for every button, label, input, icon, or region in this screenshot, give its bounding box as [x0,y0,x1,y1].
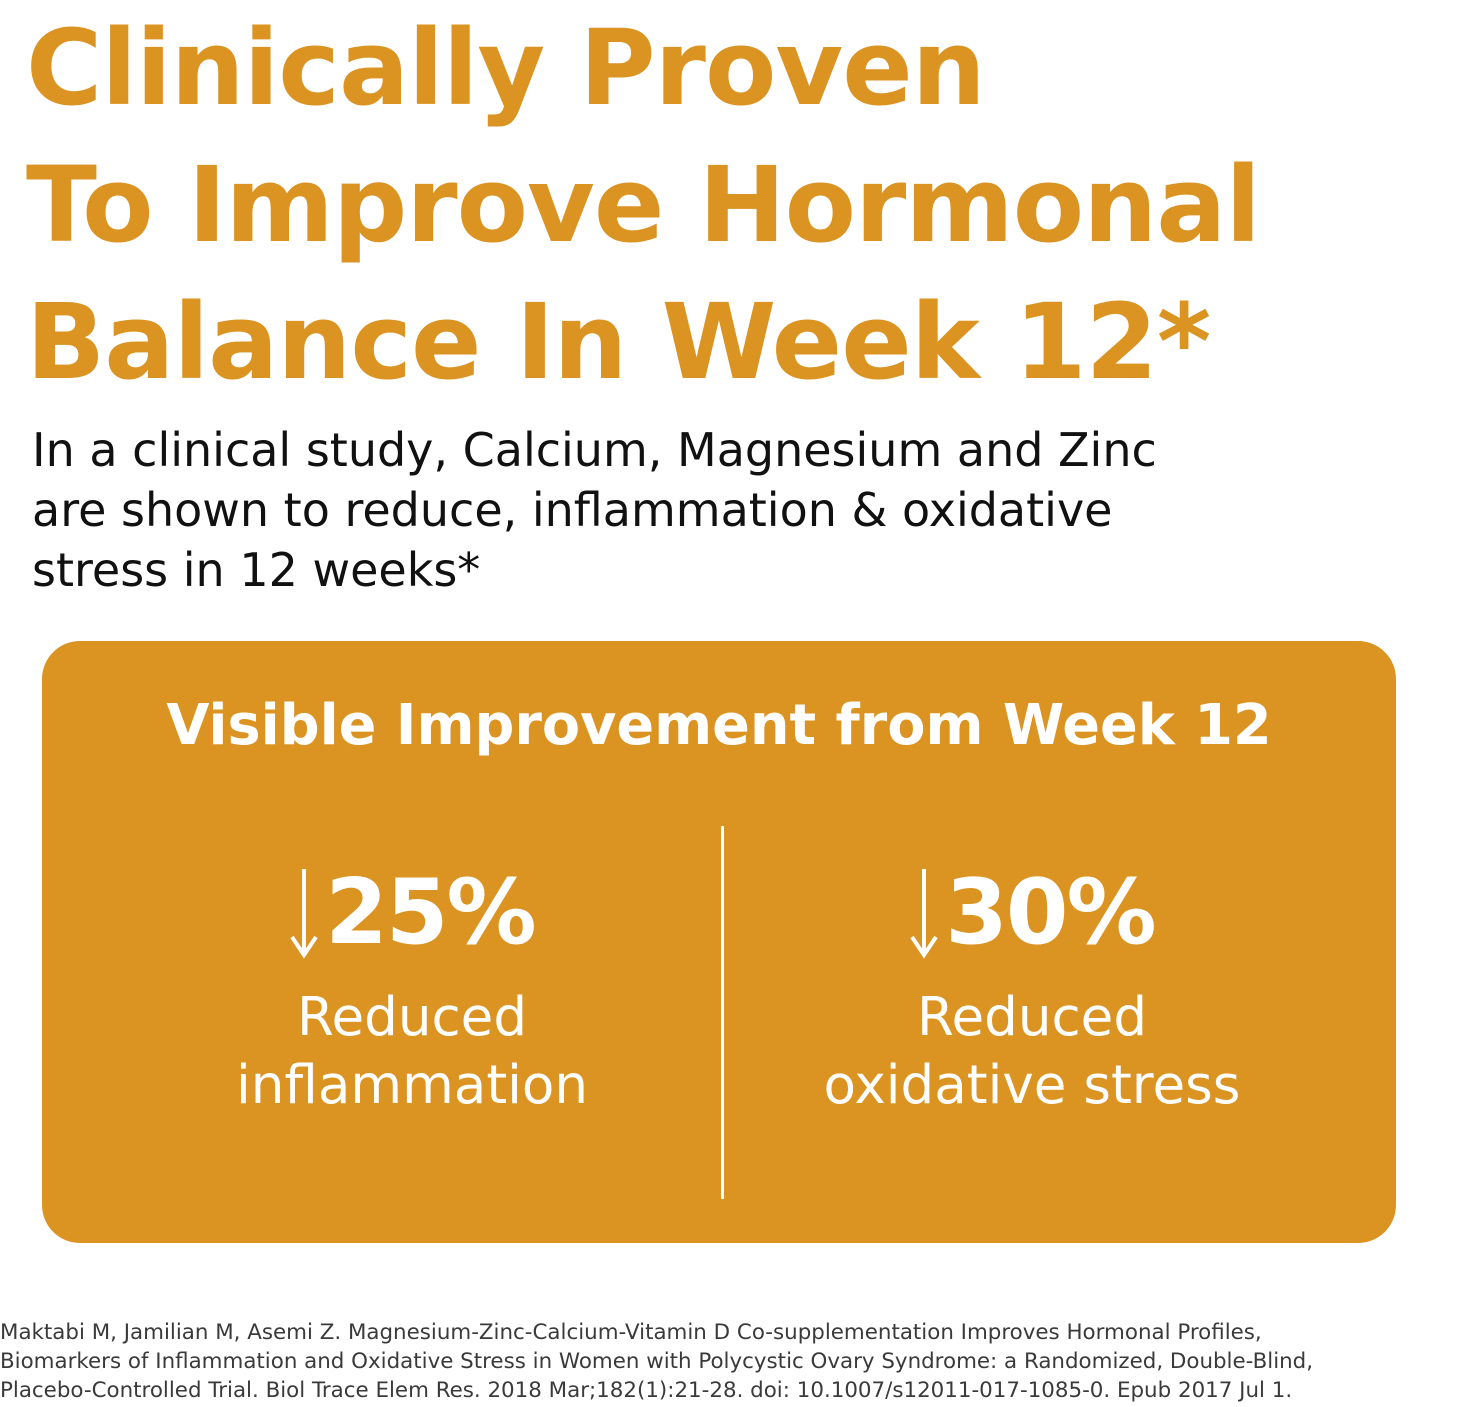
down-arrow-icon [290,869,318,959]
stat-value: 25% [325,860,536,965]
stat-label: Reduced inflammation [112,983,712,1119]
stat-label-line: Reduced [916,986,1148,1048]
stat-label: Reduced oxidative stress [732,983,1332,1119]
citation-line: Biomarkers of Inflammation and Oxidative… [0,1349,1314,1374]
headline-line: Clinically Proven [26,7,986,129]
stat-value: 30% [945,860,1156,965]
divider [721,826,724,1199]
subtitle-line: In a clinical study, Calcium, Magnesium … [32,423,1157,477]
subtitle: In a clinical study, Calcium, Magnesium … [32,420,1352,600]
headline: Clinically Proven To Improve Hormonal Ba… [26,0,1261,411]
stat-label-line: Reduced [296,986,528,1048]
stat-value-row: 25% [112,863,712,963]
stat-oxidative-stress: 30% Reduced oxidative stress [732,863,1332,1119]
results-card: Visible Improvement from Week 12 25% Red… [42,641,1396,1243]
citation-line: Maktabi M, Jamilian M, Asemi Z. Magnesiu… [0,1320,1262,1345]
headline-line: Balance In Week 12* [26,281,1211,403]
subtitle-line: are shown to reduce, inflammation & oxid… [32,483,1113,537]
down-arrow-icon [910,869,938,959]
card-title: Visible Improvement from Week 12 [166,693,1272,758]
citation-line: Placebo-Controlled Trial. Biol Trace Ele… [0,1378,1293,1403]
subtitle-line: stress in 12 weeks* [32,543,481,597]
headline-line: To Improve Hormonal [26,144,1261,266]
stat-inflammation: 25% Reduced inflammation [112,863,712,1119]
citation: Maktabi M, Jamilian M, Asemi Z. Magnesiu… [0,1318,1458,1405]
stat-label-line: oxidative stress [823,1054,1241,1116]
stat-value-row: 30% [732,863,1332,963]
stat-label-line: inflammation [235,1054,589,1116]
